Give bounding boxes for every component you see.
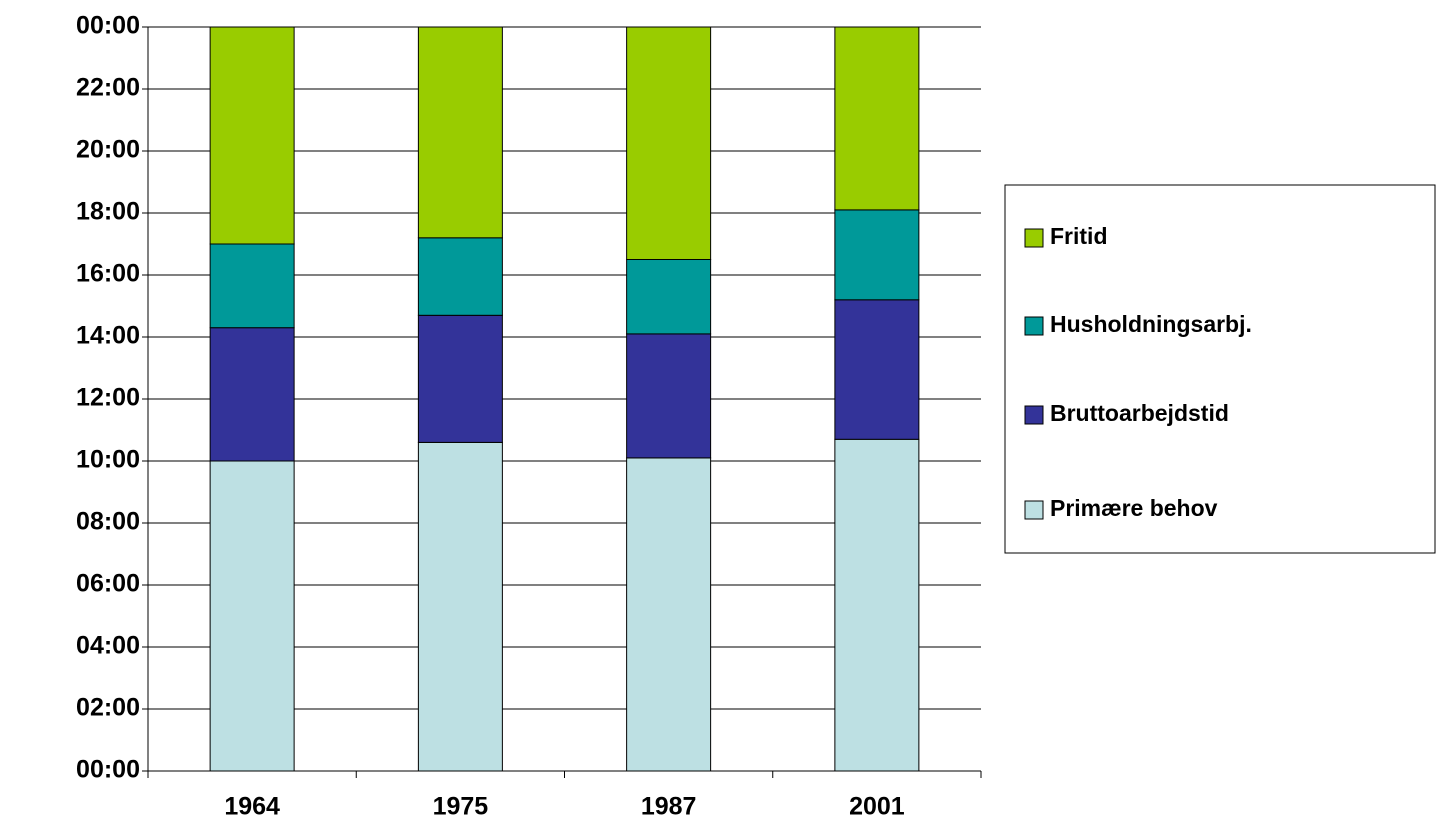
legend-label: Primære behov <box>1050 495 1218 521</box>
y-tick-label: 12:00 <box>76 384 140 412</box>
bar-segment <box>626 259 712 335</box>
bar-segment <box>626 457 712 772</box>
y-tick-label: 20:00 <box>76 136 140 164</box>
y-tick-label: 22:00 <box>76 74 140 102</box>
y-tick-label: 06:00 <box>76 570 140 598</box>
x-tick-label: 1964 <box>224 793 280 821</box>
y-tick-label: 00:00 <box>76 756 140 784</box>
y-tick-label: 00:00 <box>76 12 140 40</box>
bar-segment <box>417 26 503 239</box>
bar-segment <box>209 26 295 245</box>
bar-segment <box>417 441 503 772</box>
bar-segment <box>209 460 295 772</box>
bar-segment <box>417 237 503 316</box>
y-tick-label: 10:00 <box>76 446 140 474</box>
y-tick-label: 08:00 <box>76 508 140 536</box>
y-tick-label: 14:00 <box>76 322 140 350</box>
legend-swatch <box>1024 405 1044 425</box>
legend-swatch <box>1024 228 1044 248</box>
bar-segment <box>834 209 920 301</box>
bar-segment <box>209 327 295 462</box>
y-tick-label: 18:00 <box>76 198 140 226</box>
legend-box <box>1004 184 1436 554</box>
y-tick-label: 16:00 <box>76 260 140 288</box>
y-tick-label: 02:00 <box>76 694 140 722</box>
bar-segment <box>626 26 712 260</box>
bar-segment <box>626 333 712 459</box>
bar-segment <box>209 243 295 329</box>
legend-label: Bruttoarbejdstid <box>1050 400 1229 426</box>
y-tick-label: 04:00 <box>76 632 140 660</box>
bar-segment <box>834 26 920 211</box>
bar-segment <box>834 299 920 440</box>
bar-segment <box>834 438 920 772</box>
x-tick-label: 2001 <box>849 793 905 821</box>
bar-segment <box>417 314 503 443</box>
legend-swatch <box>1024 316 1044 336</box>
x-tick-label: 1975 <box>433 793 489 821</box>
x-tick-label: 1987 <box>641 793 697 821</box>
legend-swatch <box>1024 500 1044 520</box>
legend-label: Fritid <box>1050 223 1108 249</box>
legend-label: Husholdningsarbj. <box>1050 311 1252 337</box>
